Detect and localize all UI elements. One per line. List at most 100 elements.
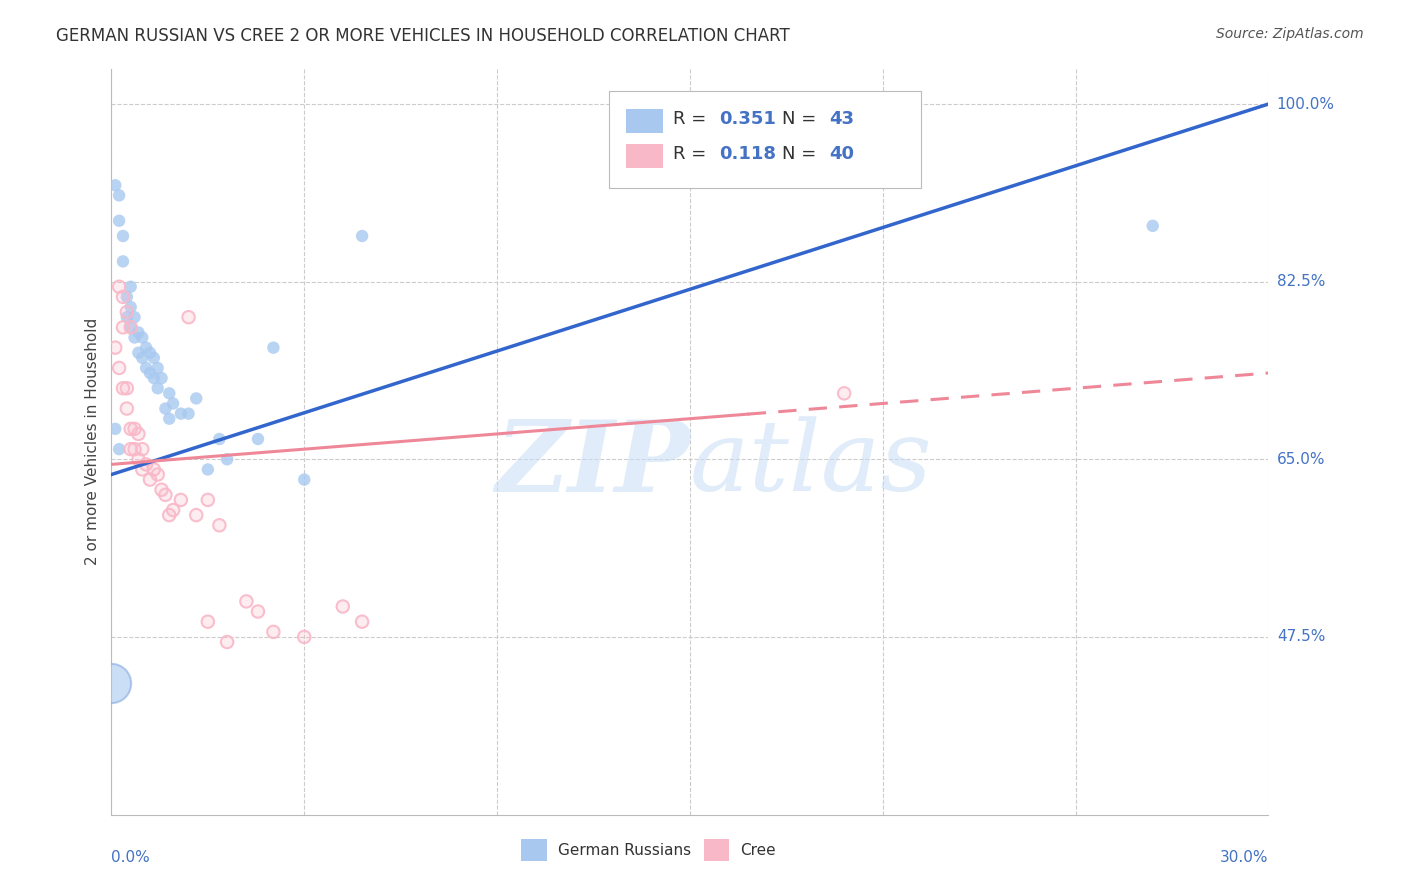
Point <box>100 675 122 690</box>
Text: 100.0%: 100.0% <box>1277 96 1334 112</box>
Text: 82.5%: 82.5% <box>1277 274 1324 289</box>
Text: ZIP: ZIP <box>495 416 690 512</box>
Point <box>139 473 162 487</box>
Text: 0.0%: 0.0% <box>111 850 150 865</box>
Point <box>292 630 315 644</box>
Point <box>120 442 142 457</box>
Point <box>217 635 239 649</box>
Point <box>108 214 131 228</box>
Point <box>155 488 177 502</box>
Point <box>146 467 169 482</box>
Point <box>352 615 374 629</box>
Point <box>124 442 146 457</box>
Point <box>104 178 127 193</box>
Point <box>111 254 134 268</box>
Point <box>157 508 180 522</box>
Text: 30.0%: 30.0% <box>1220 850 1268 865</box>
Point <box>262 341 284 355</box>
Point <box>142 462 165 476</box>
Point <box>139 473 162 487</box>
Point <box>135 361 157 376</box>
Text: R =: R = <box>672 111 711 128</box>
Point <box>352 229 374 244</box>
Point <box>120 279 142 293</box>
Point <box>262 624 284 639</box>
Bar <box>626 109 664 133</box>
Point <box>197 462 219 476</box>
Point <box>832 386 855 401</box>
Text: 65.0%: 65.0% <box>1277 452 1326 467</box>
Point <box>146 381 169 395</box>
Point <box>177 310 200 325</box>
Point <box>127 345 149 359</box>
Point <box>157 508 180 522</box>
Text: 0.351: 0.351 <box>718 111 776 128</box>
Point <box>142 462 165 476</box>
Point <box>162 396 184 410</box>
Point <box>217 452 239 467</box>
Text: 40: 40 <box>828 145 853 163</box>
Point <box>150 483 173 497</box>
Text: 47.5%: 47.5% <box>1277 630 1324 644</box>
Point <box>208 432 231 446</box>
Point <box>111 320 134 334</box>
Point <box>332 599 354 614</box>
Point <box>208 518 231 533</box>
Point <box>120 320 142 334</box>
Text: Source: ZipAtlas.com: Source: ZipAtlas.com <box>1216 27 1364 41</box>
Point <box>150 371 173 385</box>
Point <box>115 381 138 395</box>
Text: German Russians: German Russians <box>558 843 690 858</box>
Point <box>155 488 177 502</box>
Bar <box>626 144 664 168</box>
Point <box>135 458 157 472</box>
Point <box>262 624 284 639</box>
Point <box>292 630 315 644</box>
Point <box>131 442 153 457</box>
Point <box>186 508 208 522</box>
Point <box>108 361 131 376</box>
Text: atlas: atlas <box>690 417 932 512</box>
Point <box>186 392 208 406</box>
Point <box>127 426 149 441</box>
Point <box>332 599 354 614</box>
Point <box>1142 219 1164 233</box>
Point <box>135 341 157 355</box>
Point <box>124 310 146 325</box>
Point <box>111 290 134 304</box>
Text: N =: N = <box>783 145 823 163</box>
Point <box>162 503 184 517</box>
Point <box>108 361 131 376</box>
Point <box>120 422 142 436</box>
Point <box>139 366 162 380</box>
Point <box>142 371 165 385</box>
Point <box>108 279 131 293</box>
Point <box>162 503 184 517</box>
Point <box>115 305 138 319</box>
Point <box>111 229 134 244</box>
Point <box>146 361 169 376</box>
Point <box>127 326 149 340</box>
FancyBboxPatch shape <box>609 91 921 188</box>
Point <box>131 462 153 476</box>
Point <box>197 615 219 629</box>
Point <box>108 279 131 293</box>
Point <box>104 341 127 355</box>
Text: 43: 43 <box>828 111 853 128</box>
Text: N =: N = <box>783 111 823 128</box>
Point <box>352 615 374 629</box>
Point <box>120 320 142 334</box>
Text: R =: R = <box>672 145 717 163</box>
Point <box>108 442 131 457</box>
Point <box>197 492 219 507</box>
Y-axis label: 2 or more Vehicles in Household: 2 or more Vehicles in Household <box>86 318 100 566</box>
Point <box>246 605 269 619</box>
Point <box>832 386 855 401</box>
Point <box>111 290 134 304</box>
Point <box>170 492 193 507</box>
Point <box>155 401 177 416</box>
Point <box>157 386 180 401</box>
Point <box>127 426 149 441</box>
Point <box>235 594 257 608</box>
Point <box>186 508 208 522</box>
